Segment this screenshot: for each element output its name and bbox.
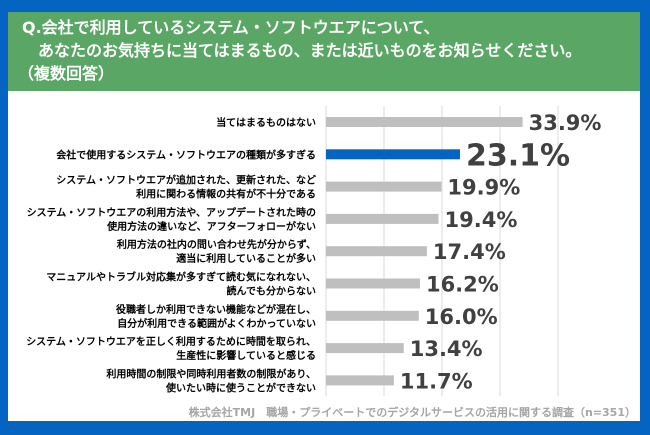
bar: [326, 246, 427, 257]
bar: [326, 375, 394, 386]
category-label: 自分が利用できる範囲がよくわかっていない: [117, 317, 316, 330]
bar-highlight: [326, 149, 460, 160]
value-label: 13.4%: [410, 337, 483, 361]
bar: [326, 310, 419, 321]
category-label: システム・ソフトウエアの利用方法や、アップデートされた時の: [27, 206, 316, 219]
value-label: 11.7%: [400, 369, 473, 393]
category-label: 使用方法の違いなど、アフターフォローがない: [106, 220, 316, 233]
bar: [326, 343, 404, 354]
category-label: マニュアルやトラブル対応集が多すぎて読む気になれない、: [46, 271, 316, 284]
bar: [326, 181, 442, 192]
value-label: 16.2%: [426, 273, 499, 297]
question-line-2: あなたのお気持ちに当てはまるもの、または近いものをお知らせください。: [38, 41, 582, 60]
category-label: 当てはまるものはない: [216, 116, 316, 129]
value-label: 33.9%: [529, 111, 602, 135]
question-header: Q.会社で利用しているシステム・ソフトウエアについて、 あなたのお気持ちに当ては…: [8, 12, 640, 91]
category-label: システム・ソフトウエアを正しく利用するために時間を取られ、: [26, 335, 316, 348]
category-label: 読んでも分からない: [227, 285, 317, 298]
category-label: システム・ソフトウエアが追加された、更新された、など: [56, 174, 316, 187]
value-label: 19.4%: [445, 208, 518, 232]
category-label: 適当に利用していることが多い: [176, 252, 316, 265]
value-label: 16.0%: [425, 305, 498, 329]
category-label: 役職者しか利用できない機能などが混在し、: [116, 303, 316, 316]
category-label: 使いたい時に使うことができない: [165, 381, 316, 394]
question-line-1: Q.会社で利用しているシステム・ソフトウエアについて、: [22, 18, 440, 37]
category-label: 利用方法の社内の問い合わせ先が分からず、: [117, 238, 316, 251]
category-label: 会社で使用するシステム・ソフトウエアの種類が多すぎる: [56, 148, 316, 161]
bar: [326, 278, 420, 289]
category-label: 利用時間の制限や同時利用者数の制限があり、: [106, 367, 316, 380]
value-label: 23.1%: [466, 138, 570, 173]
bar: [326, 213, 439, 224]
question-line-3: （複数回答）: [18, 64, 115, 83]
source-footnote: 株式会社TMJ 職場・プライベートでのデジタルサービスの活用に関する調査（n=3…: [188, 406, 636, 419]
value-label: 19.9%: [447, 176, 520, 200]
category-label: 利用に関わる情報の共有が不十分である: [136, 188, 316, 201]
bar: [326, 117, 523, 127]
category-label: 生産性に影響していると感じる: [176, 349, 316, 362]
value-label: 17.4%: [433, 240, 506, 264]
